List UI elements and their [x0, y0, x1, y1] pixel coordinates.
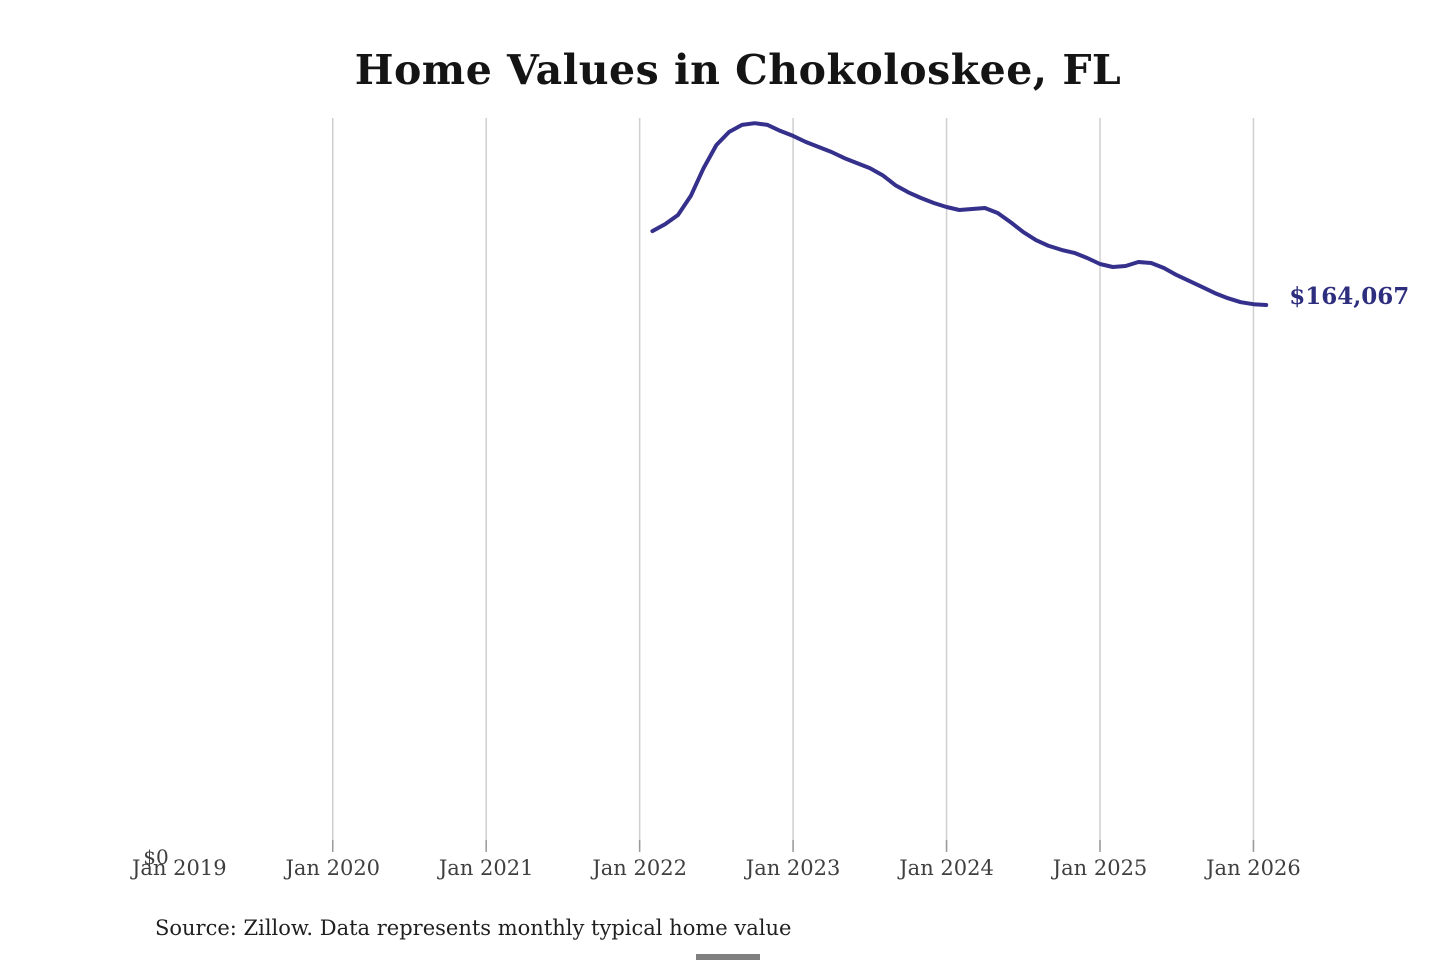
x-axis-label-2022: Jan 2022: [592, 856, 687, 880]
final-value-label: $164,067: [1289, 283, 1410, 310]
x-axis-label-2024: Jan 2024: [899, 856, 994, 880]
y-axis-zero-label: $0: [143, 845, 169, 869]
home-value-series-line: [650, 121, 1269, 307]
x-axis-label-2020: Jan 2020: [285, 856, 381, 880]
chart-title: Home Values in Chokoloskee, FL: [354, 46, 1122, 94]
x-axis-label-2025: Jan 2025: [1052, 856, 1148, 880]
x-axis-label-2026: Jan 2026: [1206, 856, 1301, 880]
x-axis-label-2023: Jan 2023: [745, 856, 841, 880]
cutoff-partial-element: [696, 954, 760, 960]
x-axis-label-2019: Jan 2019: [132, 856, 227, 880]
vertical-gridlines: [332, 118, 1255, 850]
x-axis-label-2021: Jan 2021: [438, 856, 534, 880]
source-attribution-note: Source: Zillow. Data represents monthly …: [155, 916, 792, 940]
x-axis-ticks: [332, 840, 1255, 852]
